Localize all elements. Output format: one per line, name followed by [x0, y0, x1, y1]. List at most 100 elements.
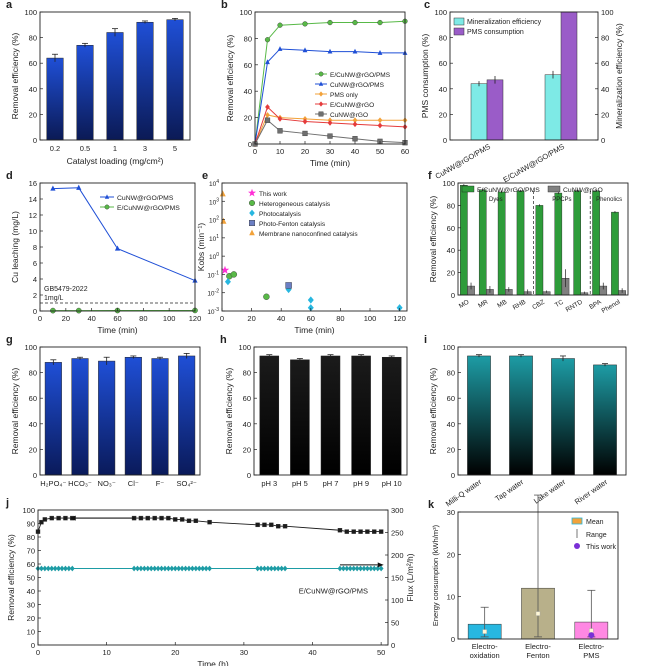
y-tick-label: 20 [447, 269, 455, 278]
data-point [179, 517, 185, 522]
data-point [166, 515, 171, 521]
x-tick-label: 60 [307, 314, 315, 323]
legend-label: Range [586, 532, 607, 539]
y-tick-label: 0 [451, 471, 455, 480]
legend-label: CuNW@rGO [330, 112, 368, 119]
data-point [327, 133, 333, 139]
x-tick-label: pH 5 [292, 479, 308, 488]
data-point [219, 190, 226, 197]
data-point [352, 19, 358, 26]
data-point [131, 565, 137, 572]
legend-marker [318, 81, 324, 86]
legend-label: E/CuNW@rGO/PMS [330, 72, 391, 79]
y-tick-label: 100 [239, 8, 252, 17]
x-tick-label: 5 [173, 144, 177, 153]
x-tick-label: MO [458, 299, 471, 310]
data-point [230, 271, 238, 278]
x-tick-label: 10 [102, 648, 110, 657]
data-point [262, 565, 267, 572]
x-tick-label: Electro- [525, 642, 551, 651]
panel-k: kElectro-oxidationElectro-FentonElectro-… [428, 494, 619, 660]
data-point [165, 565, 171, 572]
panel-h: h pH 3 pH 5 pH 7 pH 9 pH 10 0 20 40 60 80 100 Remova… [220, 334, 408, 488]
y-tick-label: 10 [29, 227, 37, 236]
x-axis-title: Time (min) [294, 325, 334, 335]
y-tick-label: 0 [33, 471, 37, 480]
y-tick-exponent: 1 [216, 234, 219, 240]
y-tick-label: 60 [29, 394, 37, 403]
legend-marker [104, 204, 110, 210]
panel-c: c CuNW@rGO/PMS E/CuNW@rGO/PMS 0 20 40 60 80 100 0… [420, 0, 624, 184]
legend-marker [249, 209, 255, 217]
data-point [351, 529, 356, 534]
x-tick-label: 3 [143, 144, 147, 153]
y-tick-label: 102 [209, 216, 219, 225]
y-tick-label: 0 [451, 635, 455, 644]
bar [544, 74, 562, 141]
y-tick-label: 100 [22, 506, 35, 515]
y-tick-label: 90 [27, 520, 35, 529]
data-point [49, 515, 54, 521]
y-tick-label: 20 [243, 445, 251, 454]
data-point [302, 118, 308, 125]
panel-a: a 0.2 0.5 1 3 5 0 20 40 60 80 100 Removal efficiency… [6, 0, 191, 166]
y-tick-label: 0 [451, 291, 455, 300]
y-tick-label: 60 [243, 394, 251, 403]
data-point [275, 524, 281, 529]
data-point [352, 121, 358, 128]
y-tick-label-right: 60 [601, 59, 609, 68]
data-point [39, 519, 44, 525]
y-axis-title: Removal efficiency (%) [10, 367, 20, 454]
y-tick-label: 10 [447, 593, 455, 602]
group-label: Phenolics [596, 197, 622, 203]
data-point [378, 529, 384, 534]
data-point [377, 122, 383, 129]
y-tick-label: 20 [439, 110, 447, 119]
data-point [141, 565, 147, 572]
data-point [114, 245, 121, 251]
y-tick-label: 10-1 [207, 270, 219, 279]
x-tick-label: 120 [393, 314, 406, 323]
data-point [282, 524, 288, 529]
data-point [352, 117, 358, 124]
x-tick-label: RHB [512, 299, 527, 312]
legend-marker [249, 229, 255, 236]
data-point [358, 565, 363, 572]
legend-marker [248, 219, 255, 226]
y-tick-label: 100 [238, 343, 251, 352]
legend-marker [318, 111, 324, 117]
legend-marker [318, 101, 324, 107]
plot-frame [457, 346, 627, 476]
y-tick-label: 103 [209, 197, 219, 206]
x-tick-label: TC [554, 299, 565, 310]
legend-this-work [574, 543, 580, 549]
panel-label: c [424, 0, 430, 11]
y-tick-label: 100 [24, 343, 37, 352]
bar [381, 356, 402, 476]
y-tick-label: 70 [27, 547, 35, 556]
bar [136, 21, 154, 141]
x-tick-label: 80 [336, 314, 344, 323]
data-point [193, 565, 199, 572]
data-point [52, 565, 58, 572]
legend-swatch [453, 27, 465, 36]
x-tick-label: 30 [326, 147, 334, 156]
data-point [302, 130, 308, 137]
panel-label: i [424, 334, 427, 346]
y-tick-label-right: 0 [391, 641, 395, 650]
data-point [138, 565, 144, 572]
y-tick-label-right: 300 [391, 506, 404, 515]
data-point [368, 565, 374, 572]
y-axis-title: Removal efficiency (%) [428, 367, 438, 454]
data-point [327, 120, 333, 126]
data-point [135, 565, 140, 572]
x-tick-label: PMS [583, 651, 599, 660]
legend-swatch [547, 185, 561, 193]
axis-arrow-right-head [377, 562, 384, 568]
data-point [255, 565, 261, 572]
legend-label: Heterogeneous catalysis [259, 201, 331, 208]
data-point [282, 565, 288, 572]
legend-label: Mean [586, 519, 604, 526]
data-point [337, 565, 343, 572]
bar [98, 360, 116, 476]
